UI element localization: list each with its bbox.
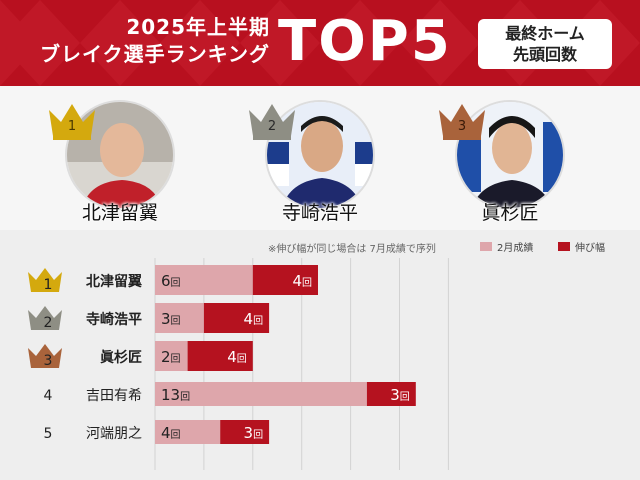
player-name: 北津留翼 bbox=[81, 202, 158, 224]
portrait-band: 1 北津留翼 2 寺崎浩平 bbox=[0, 86, 640, 230]
bar-growth bbox=[203, 303, 270, 333]
crown-silver-icon: 2 bbox=[249, 104, 295, 140]
value-label-base: 6回 bbox=[161, 272, 181, 290]
bar-growth bbox=[220, 420, 270, 444]
player-name: 眞杉匠 bbox=[481, 202, 539, 224]
rank-number: 5 bbox=[44, 426, 53, 442]
value-label-growth: 4回 bbox=[292, 272, 312, 290]
legend-label: 伸び幅 bbox=[575, 243, 605, 254]
rank-crown-icon bbox=[28, 268, 62, 292]
metric-badge: 最終ホーム 先頭回数 bbox=[478, 19, 612, 69]
player-photo bbox=[265, 100, 375, 210]
value-label-growth: 3回 bbox=[244, 424, 264, 442]
header-banner: 2025年上半期 ブレイク選手ランキング TOP5 最終ホーム 先頭回数 bbox=[0, 0, 640, 86]
value-label-growth: 4回 bbox=[244, 310, 264, 328]
diamond-pattern bbox=[0, 0, 640, 86]
person-silhouette-icon bbox=[267, 102, 373, 208]
legend-item-growth: 伸び幅 bbox=[558, 239, 605, 254]
bar-base bbox=[155, 382, 367, 406]
row-player-name: 吉田有希 bbox=[86, 388, 142, 404]
title-line-1: 2025年上半期 bbox=[126, 15, 270, 39]
rank-crown-icon bbox=[28, 306, 62, 330]
bar-growth bbox=[252, 265, 318, 295]
crown-rank: 1 bbox=[68, 119, 76, 134]
value-label-base: 4回 bbox=[161, 424, 181, 442]
chart-area bbox=[0, 230, 640, 480]
bar-base bbox=[155, 303, 204, 333]
rank-number: 2 bbox=[44, 315, 53, 331]
player-photo bbox=[65, 100, 175, 210]
badge-line-2: 先頭回数 bbox=[512, 45, 577, 64]
portrait-rank-2: 2 寺崎浩平 bbox=[245, 92, 375, 228]
ranking-title: 2025年上半期 ブレイク選手ランキング bbox=[20, 14, 270, 68]
top5-heading: TOP5 bbox=[278, 9, 452, 74]
row-player-name: 眞杉匠 bbox=[100, 349, 142, 366]
row-player-name: 寺崎浩平 bbox=[86, 311, 142, 328]
player-name: 寺崎浩平 bbox=[281, 202, 358, 224]
badge-line-1: 最終ホーム bbox=[505, 24, 585, 43]
title-line-2: ブレイク選手ランキング bbox=[40, 42, 270, 66]
rank-number: 3 bbox=[44, 353, 53, 369]
portrait-rank-1: 1 北津留翼 bbox=[45, 92, 175, 228]
bar-base bbox=[155, 341, 188, 371]
crown-gold-icon: 1 bbox=[49, 104, 95, 140]
rank-number: 1 bbox=[44, 277, 53, 293]
bar-base bbox=[155, 420, 221, 444]
rank-number: 4 bbox=[44, 388, 53, 404]
portrait-rank-3: 3 眞杉匠 bbox=[435, 92, 565, 228]
bar-base bbox=[155, 265, 253, 295]
row-player-name: 河端朋之 bbox=[86, 426, 142, 442]
legend-item-base: 2月成績 bbox=[480, 239, 533, 254]
value-label-base: 3回 bbox=[161, 310, 181, 328]
bar-growth bbox=[366, 382, 416, 406]
legend-label: 2月成績 bbox=[497, 243, 534, 254]
crown-rank: 3 bbox=[458, 119, 466, 134]
legend-swatch bbox=[480, 242, 492, 251]
row-player-name: 北津留翼 bbox=[86, 273, 142, 290]
crown-bronze-icon: 3 bbox=[439, 104, 485, 140]
legend-swatch bbox=[558, 242, 570, 251]
value-label-growth: 4回 bbox=[227, 348, 247, 366]
value-label-base: 2回 bbox=[161, 348, 181, 366]
rank-crown-icon bbox=[28, 344, 62, 368]
bar-growth bbox=[187, 341, 253, 371]
chart-note: ※伸び幅が同じ場合は 7月成績で序列 bbox=[268, 244, 436, 255]
value-label-growth: 3回 bbox=[390, 386, 410, 404]
crown-rank: 2 bbox=[268, 119, 276, 134]
value-label-base: 13回 bbox=[161, 386, 190, 404]
